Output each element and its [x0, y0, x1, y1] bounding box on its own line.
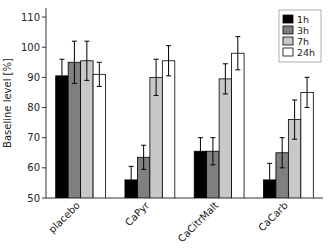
- bar: [219, 79, 231, 198]
- error-bar: [84, 41, 89, 80]
- legend: 1h3h7h24h: [279, 10, 321, 62]
- legend-label: 3h: [297, 25, 309, 36]
- chart: 50 60 70 80 90 100 110 placebo CaPyr CaCitrMalt Ca…: [0, 0, 331, 250]
- error-bar: [166, 46, 171, 76]
- error-bar: [305, 77, 310, 107]
- error-bar: [97, 62, 102, 86]
- y-tick-label: 80: [27, 102, 40, 113]
- x-tick-label: CaCitrMalt: [176, 200, 221, 245]
- legend-label: 7h: [297, 36, 309, 47]
- bar: [56, 76, 68, 198]
- legend-swatch: [283, 37, 293, 45]
- y-tick-label: 90: [27, 72, 40, 83]
- legend-label: 1h: [297, 14, 309, 25]
- axes: 50 60 70 80 90 100 110: [21, 8, 323, 204]
- y-tick-label: 50: [27, 193, 40, 204]
- y-tick: [42, 77, 46, 78]
- error-bar: [210, 138, 215, 165]
- y-tick-label: 100: [21, 42, 40, 53]
- error-bar: [129, 166, 134, 193]
- bar: [81, 61, 93, 198]
- error-bar: [235, 37, 240, 70]
- y-axis-line: [46, 8, 47, 198]
- error-bar: [267, 163, 272, 196]
- y-tick: [42, 107, 46, 108]
- bar: [301, 92, 313, 198]
- y-tick: [42, 167, 46, 168]
- plot-area: [56, 37, 314, 198]
- error-bar: [292, 100, 297, 139]
- error-bar: [280, 138, 285, 168]
- bar: [232, 53, 244, 198]
- y-tick-label: 60: [27, 162, 40, 173]
- bar: [162, 61, 174, 198]
- y-tick: [42, 17, 46, 18]
- error-bar: [223, 64, 228, 94]
- y-tick: [42, 47, 46, 48]
- bar: [93, 74, 105, 198]
- legend-label: 24h: [297, 47, 315, 58]
- legend-swatch: [283, 48, 293, 56]
- error-bar: [141, 145, 146, 169]
- y-tick-label: 70: [27, 132, 40, 143]
- legend-box: [279, 10, 321, 62]
- error-bar: [72, 41, 77, 83]
- x-tick-label: CaCarb: [256, 200, 290, 234]
- legend-swatch: [283, 15, 293, 23]
- error-bar: [154, 59, 159, 95]
- error-bar: [198, 138, 203, 165]
- y-tick-label: 110: [21, 12, 40, 23]
- y-tick: [42, 198, 46, 199]
- x-tick-label: placebo: [46, 200, 82, 236]
- y-tick: [42, 137, 46, 138]
- y-axis-label: Baseline level [%]: [2, 58, 13, 148]
- legend-swatch: [283, 26, 293, 34]
- x-tick-label: CaPyr: [123, 199, 152, 228]
- error-bar: [59, 59, 64, 92]
